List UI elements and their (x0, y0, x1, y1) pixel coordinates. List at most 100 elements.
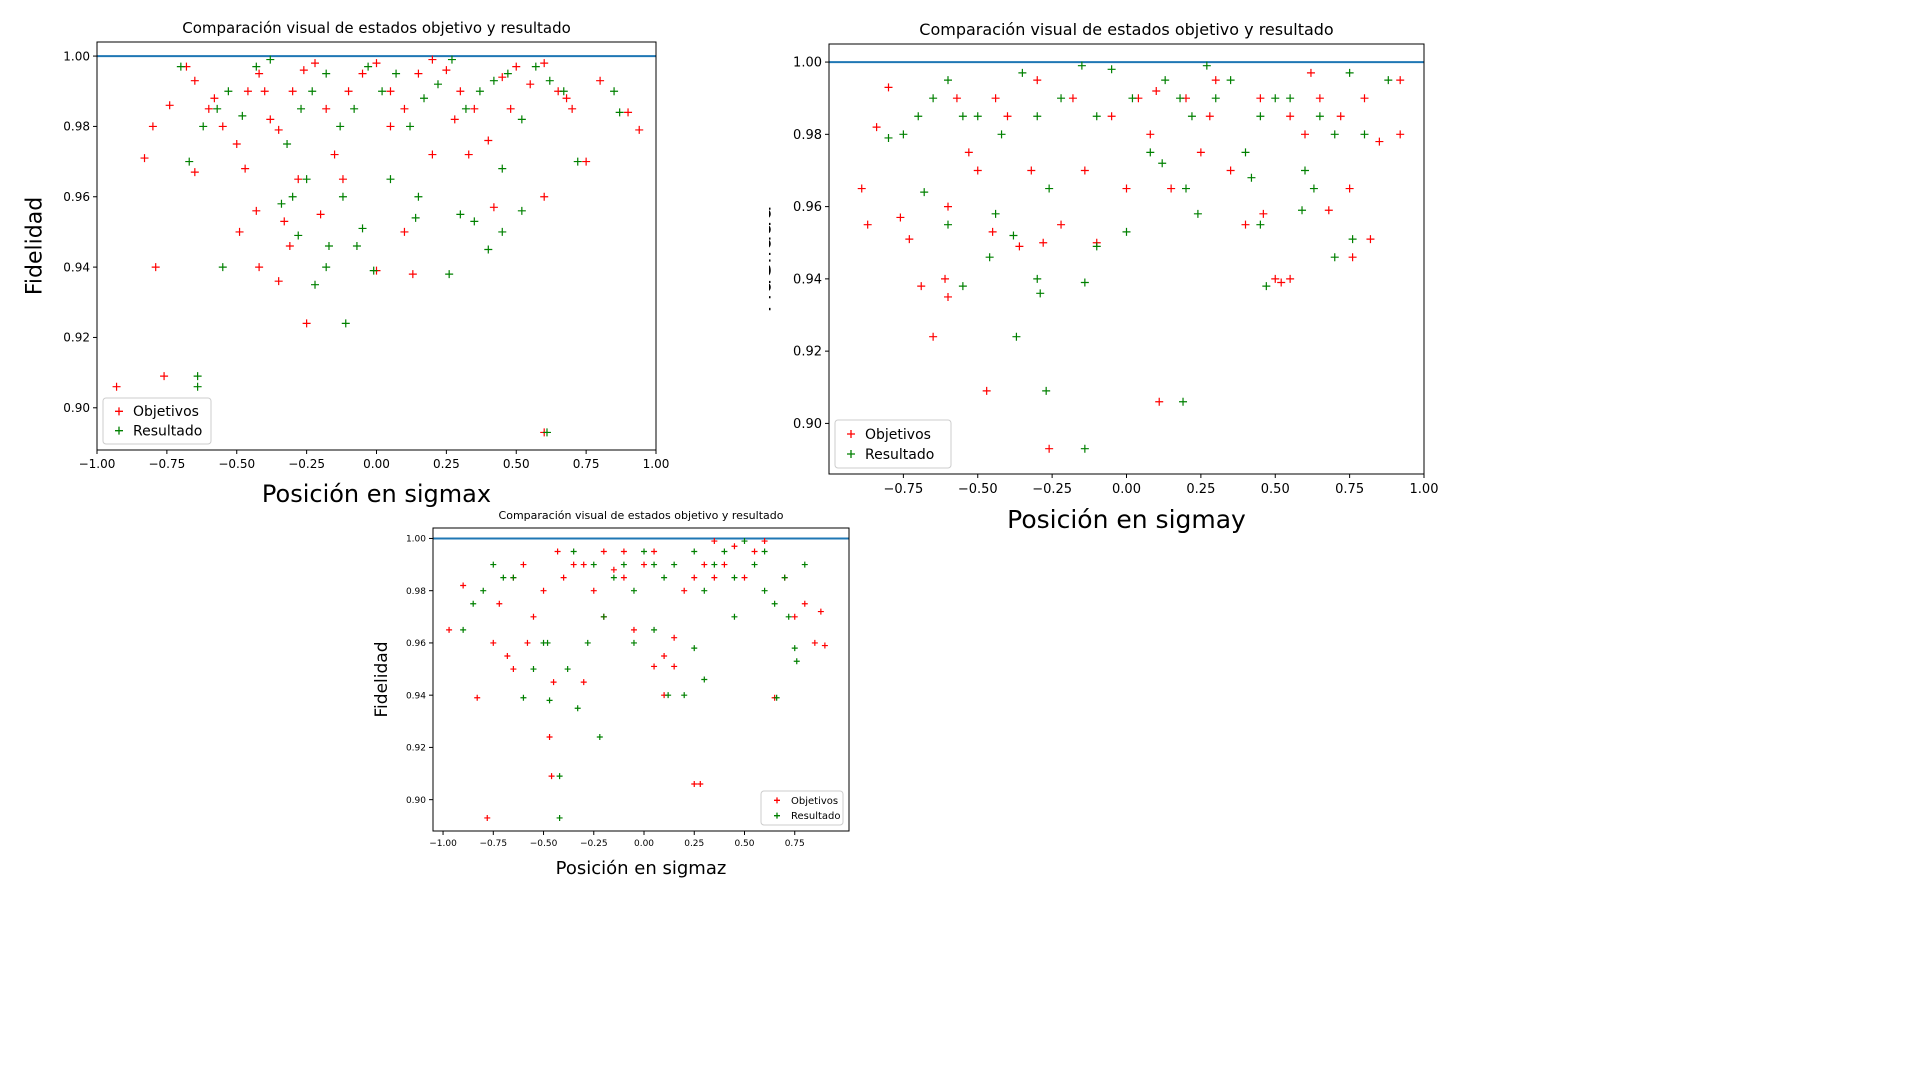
data-point (944, 220, 952, 229)
data-point (991, 94, 1000, 103)
data-point (210, 94, 219, 103)
data-point (781, 574, 788, 581)
data-point (964, 148, 973, 157)
data-point (1146, 148, 1155, 157)
data-point (252, 62, 261, 71)
data-point (297, 104, 306, 113)
data-point (1092, 242, 1101, 251)
data-point (681, 692, 688, 699)
data-point (711, 574, 718, 581)
data-point (531, 62, 540, 71)
data-point (1396, 76, 1405, 85)
data-point (570, 561, 577, 568)
data-point (661, 652, 668, 659)
data-point (546, 733, 553, 740)
data-point (701, 676, 708, 683)
data-point (324, 242, 333, 250)
data-point (520, 694, 527, 701)
data-point (204, 104, 213, 113)
data-point (731, 543, 738, 550)
data-point (773, 694, 780, 701)
data-point (1271, 274, 1280, 283)
data-point (386, 175, 395, 184)
data-point (985, 253, 994, 262)
data-point (914, 112, 923, 121)
data-point (991, 209, 1000, 218)
data-point (520, 561, 527, 568)
data-point (1298, 206, 1307, 215)
data-point (190, 168, 199, 177)
data-point (341, 319, 350, 328)
data-point (761, 587, 768, 594)
data-point (857, 184, 866, 193)
data-point (480, 587, 487, 594)
data-point (635, 125, 644, 134)
data-point (556, 773, 563, 780)
data-point (1396, 130, 1405, 139)
data-point (1027, 166, 1036, 175)
x-tick-label: 0.25 (433, 457, 460, 471)
data-point (266, 115, 275, 124)
x-tick-label: −0.75 (479, 839, 507, 849)
data-point (1193, 209, 1202, 218)
data-point (691, 780, 698, 787)
data-point (630, 626, 637, 633)
data-point (1146, 130, 1155, 139)
data-point (338, 175, 347, 184)
data-point (193, 372, 202, 381)
data-point (1306, 68, 1315, 77)
x-tick-label: −1.00 (429, 839, 457, 849)
data-point (1080, 278, 1089, 287)
data-point (1045, 184, 1054, 193)
data-point (1167, 184, 1176, 193)
data-point (1277, 278, 1286, 287)
data-point (944, 76, 952, 85)
data-point (641, 561, 648, 568)
data-point (369, 266, 378, 275)
x-tick-label: −0.75 (148, 457, 185, 471)
data-point (498, 73, 507, 82)
x-tick-label: −0.25 (288, 457, 325, 471)
data-point (1012, 332, 1021, 341)
data-point (988, 227, 997, 236)
data-point (542, 428, 551, 437)
data-point (811, 639, 818, 646)
data-point (311, 59, 320, 68)
data-point (941, 274, 950, 283)
x-axis-label: Posición en sigmax (262, 480, 491, 508)
y-tick-label: 0.94 (793, 272, 822, 287)
data-point (140, 154, 149, 163)
x-tick-label: 0.25 (684, 839, 704, 849)
data-point (1196, 148, 1205, 157)
data-point (570, 548, 577, 555)
data-point (277, 199, 286, 208)
data-point (546, 697, 553, 704)
data-point (1330, 253, 1339, 262)
data-point (944, 202, 952, 211)
y-axis-label: Fidelidad (373, 642, 392, 718)
data-point (944, 292, 952, 301)
y-tick-label: 0.92 (406, 744, 426, 754)
data-point (1077, 61, 1086, 70)
data-point (697, 780, 704, 787)
data-point (1330, 130, 1339, 139)
data-point (651, 626, 658, 633)
data-point (1080, 166, 1089, 175)
data-point (460, 626, 467, 633)
data-point (1176, 94, 1185, 103)
data-point (651, 663, 658, 670)
data-point (1315, 112, 1324, 121)
data-point (475, 87, 484, 96)
data-point (1122, 227, 1131, 236)
data-point (651, 548, 658, 555)
data-point (958, 282, 967, 291)
data-point (446, 626, 453, 633)
data-point (190, 76, 199, 85)
y-tick-label: 0.92 (793, 345, 822, 360)
data-point (793, 658, 800, 665)
data-point (1271, 94, 1280, 103)
data-point (1226, 76, 1235, 85)
data-point (1324, 206, 1333, 215)
data-point (548, 773, 555, 780)
data-point (884, 83, 893, 92)
